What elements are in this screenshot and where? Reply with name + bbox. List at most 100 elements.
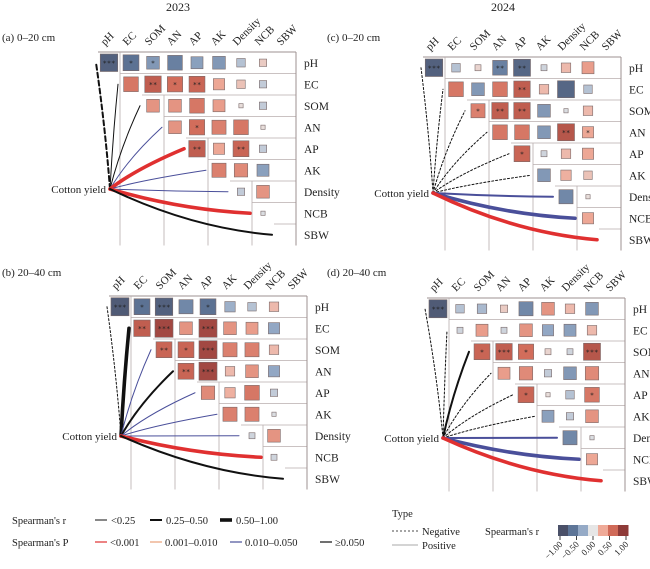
link-ec bbox=[109, 83, 119, 190]
link-ak bbox=[120, 413, 218, 437]
link-som bbox=[432, 110, 466, 194]
column-label: SOM bbox=[143, 23, 168, 48]
heat-cell bbox=[582, 105, 594, 116]
link-sbw bbox=[431, 191, 599, 242]
heat-cell bbox=[544, 348, 552, 356]
heat-cell bbox=[565, 390, 575, 400]
heat-cell bbox=[585, 194, 591, 200]
heat-cell bbox=[500, 326, 508, 334]
column-label: SOM bbox=[154, 267, 179, 292]
heat-cell bbox=[424, 58, 444, 77]
heat-cell bbox=[492, 124, 508, 140]
heat-cell bbox=[582, 126, 594, 139]
cotton-yield-label: Cotton yield bbox=[384, 433, 439, 445]
link-ncb bbox=[441, 436, 581, 462]
link-an bbox=[442, 372, 492, 439]
significance-stars: *** bbox=[158, 303, 171, 311]
heat-cell bbox=[583, 170, 593, 180]
heat-cell bbox=[256, 185, 270, 199]
significance-stars: ** bbox=[496, 64, 504, 72]
row-label: AN bbox=[633, 368, 650, 380]
heat-cell bbox=[475, 323, 489, 337]
significance-stars: *** bbox=[432, 305, 445, 313]
cotton-yield-label: Cotton yield bbox=[62, 431, 117, 443]
link-ph bbox=[95, 61, 111, 190]
row-label: pH bbox=[629, 63, 643, 75]
link-sbw bbox=[441, 436, 603, 483]
column-label: AP bbox=[198, 274, 216, 292]
link-ec bbox=[119, 326, 131, 438]
heat-cell bbox=[267, 429, 281, 443]
heat-cell bbox=[212, 56, 226, 70]
heat-cell bbox=[200, 385, 216, 400]
heat-cell bbox=[470, 103, 486, 119]
heat-cell bbox=[224, 301, 236, 313]
column-label: SBW bbox=[286, 266, 312, 292]
heat-cell bbox=[541, 409, 555, 423]
heat-cell bbox=[198, 318, 218, 338]
heat-cell bbox=[259, 101, 267, 110]
heat-cell bbox=[540, 64, 548, 72]
heat-cell bbox=[563, 323, 577, 337]
heat-cell bbox=[155, 341, 173, 358]
heat-cell bbox=[247, 302, 257, 312]
column-label: AP bbox=[516, 276, 534, 294]
heat-cell bbox=[232, 140, 250, 157]
significance-stars: ** bbox=[193, 145, 201, 153]
colorbar-tick-label: 1.00 bbox=[612, 539, 631, 558]
row-label: EC bbox=[315, 323, 330, 335]
link-an bbox=[432, 131, 488, 194]
heat-cell bbox=[560, 148, 572, 159]
link-ak bbox=[432, 174, 532, 194]
heat-cell bbox=[558, 189, 574, 205]
heat-cell bbox=[188, 140, 206, 158]
column-label: AK bbox=[538, 274, 558, 294]
column-label: AP bbox=[187, 30, 205, 48]
heat-cell bbox=[545, 392, 551, 398]
significance-stars: *** bbox=[202, 346, 215, 354]
heat-cell bbox=[222, 342, 238, 358]
heat-cell bbox=[256, 163, 270, 177]
row-label: AK bbox=[315, 409, 332, 421]
heat-cell bbox=[566, 412, 574, 421]
link-ec bbox=[432, 88, 444, 194]
heat-cell bbox=[513, 58, 531, 77]
significance-stars: ** bbox=[518, 64, 526, 72]
row-label: AK bbox=[304, 165, 321, 177]
heat-cell bbox=[168, 120, 182, 134]
significance-stars: ** bbox=[518, 107, 526, 115]
colorbar-segment bbox=[568, 525, 579, 536]
colorbar-tick-label: 0.50 bbox=[596, 539, 615, 558]
heat-cell bbox=[581, 61, 595, 75]
link-ncb bbox=[119, 434, 263, 460]
row-label: EC bbox=[629, 84, 644, 96]
row-label: pH bbox=[633, 304, 647, 316]
heat-cell bbox=[188, 76, 206, 93]
column-label: SOM bbox=[472, 269, 497, 294]
heat-cell bbox=[270, 453, 278, 461]
column-label: AK bbox=[209, 28, 229, 48]
heat-cell bbox=[199, 298, 217, 315]
significance-stars: * bbox=[524, 391, 528, 399]
row-label: Density bbox=[633, 433, 650, 445]
significance-stars: * bbox=[129, 59, 133, 67]
heat-cell bbox=[451, 63, 461, 73]
heat-cell bbox=[154, 318, 174, 338]
heat-cell bbox=[514, 124, 530, 140]
heat-cell bbox=[513, 145, 531, 162]
significance-stars: * bbox=[184, 346, 188, 354]
link-som bbox=[442, 350, 470, 439]
heat-cell bbox=[233, 163, 249, 178]
significance-stars: *** bbox=[158, 325, 171, 333]
heat-cell bbox=[495, 343, 513, 361]
column-label: EC bbox=[132, 274, 150, 292]
heat-cell bbox=[518, 366, 534, 381]
significance-stars: ** bbox=[193, 81, 201, 89]
heat-cell bbox=[557, 80, 575, 99]
heat-cell bbox=[133, 319, 151, 337]
colorbar-segment bbox=[588, 525, 599, 536]
row-label: EC bbox=[304, 79, 319, 91]
